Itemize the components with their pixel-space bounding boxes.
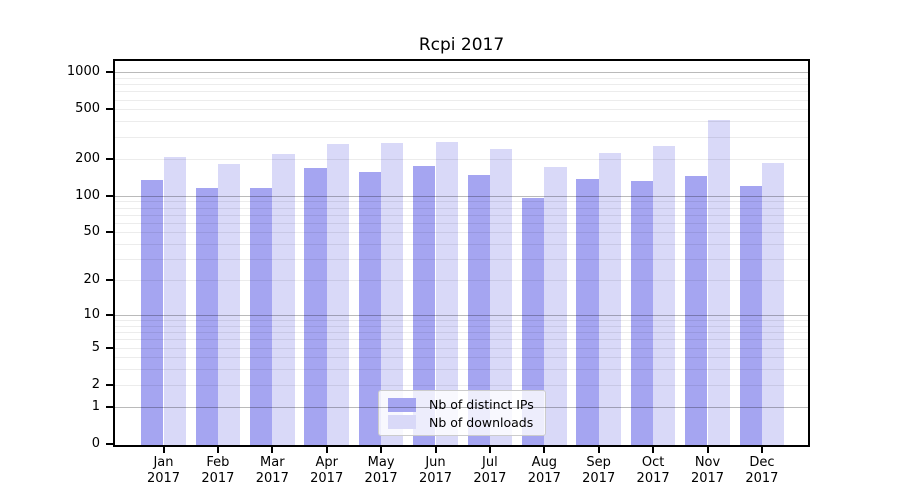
bar-downloads-may <box>381 142 404 447</box>
bar-downloads-jun <box>435 141 458 447</box>
x-tick-label-nov: Nov 2017 <box>690 455 725 486</box>
x-tick-mark <box>271 447 274 453</box>
y-tick-mark <box>106 383 113 386</box>
bar-distinct-ips-mar <box>249 187 273 447</box>
legend-label-distinct-ips: Nb of distinct IPs <box>429 397 534 413</box>
bar-downloads-sep <box>598 152 622 447</box>
bar-downloads-apr <box>326 143 350 447</box>
bar-distinct-ips-nov <box>685 175 708 447</box>
x-tick-label-aug: Aug 2017 <box>527 455 561 486</box>
x-tick-mark <box>216 447 219 453</box>
x-tick-label-dec: Dec 2017 <box>745 455 779 486</box>
chart-title: Rcpi 2017 <box>418 35 505 55</box>
y-tick-label: 500 <box>75 101 100 117</box>
y-tick-mark <box>106 443 113 445</box>
y-tick-mark <box>106 108 113 111</box>
y-tick-label: 1 <box>91 398 100 414</box>
bar-distinct-ips-dec <box>739 185 762 447</box>
bar-distinct-ips-apr <box>304 167 327 447</box>
x-tick-label-apr: Apr 2017 <box>310 455 344 486</box>
y-tick-mark <box>106 157 113 160</box>
x-tick-mark <box>162 447 165 453</box>
x-tick-mark <box>760 447 763 453</box>
legend-swatch-downloads-icon <box>388 415 416 430</box>
x-tick-label-oct: Oct 2017 <box>636 455 670 486</box>
x-tick-label-feb: Feb 2017 <box>201 455 235 486</box>
bar-downloads-aug <box>544 167 567 447</box>
legend-label-downloads: Nb of downloads <box>429 414 534 430</box>
x-tick-label-may: May 2017 <box>364 455 398 486</box>
legend: Nb of distinct IPs Nb of downloads <box>378 390 546 436</box>
x-tick-label-mar: Mar 2017 <box>255 455 289 486</box>
y-tick-label: 100 <box>75 187 100 203</box>
x-tick-label-jul: Jul 2017 <box>473 455 507 486</box>
bar-downloads-mar <box>272 154 295 447</box>
x-tick-mark <box>325 447 328 453</box>
bar-downloads-dec <box>761 163 785 447</box>
x-tick-mark <box>488 447 491 453</box>
y-tick-mark <box>106 71 113 74</box>
x-tick-mark <box>652 447 655 453</box>
y-tick-label: 5 <box>91 339 100 355</box>
bar-downloads-jan <box>163 156 186 447</box>
x-tick-mark <box>434 447 437 453</box>
bar-downloads-oct <box>653 146 676 447</box>
y-tick-mark <box>106 279 113 282</box>
bar-distinct-ips-aug <box>521 198 545 447</box>
x-tick-mark <box>543 447 546 453</box>
plot-area: Nb of distinct IPs Nb of downloads <box>113 59 810 447</box>
bar-distinct-ips-jun <box>413 165 436 447</box>
x-tick-label-jun: Jun 2017 <box>418 455 453 486</box>
y-tick-label: 10 <box>83 306 100 322</box>
x-tick-mark <box>597 447 600 453</box>
bar-distinct-ips-jul <box>467 175 490 447</box>
y-tick-label: 0 <box>91 436 100 451</box>
bar-downloads-feb <box>217 163 241 447</box>
y-tick-label: 50 <box>83 224 100 240</box>
y-tick-label: 20 <box>83 272 100 288</box>
bar-distinct-ips-jan <box>141 180 164 447</box>
y-tick-label: 1000 <box>66 64 100 80</box>
bars-layer <box>113 59 810 447</box>
y-tick-label: 2 <box>91 376 100 392</box>
x-tick-mark <box>706 447 709 453</box>
x-tick-label-sep: Sep 2017 <box>582 455 616 486</box>
bar-distinct-ips-may <box>358 172 382 447</box>
bar-downloads-nov <box>707 120 730 447</box>
bar-distinct-ips-oct <box>630 180 654 447</box>
y-tick-mark <box>106 405 113 408</box>
legend-item-distinct-ips: Nb of distinct IPs <box>388 396 536 414</box>
x-tick-mark <box>380 447 383 453</box>
y-tick-mark <box>106 231 113 234</box>
legend-swatch-distinct-ips-icon <box>388 397 416 412</box>
legend-item-downloads: Nb of downloads <box>388 414 536 432</box>
bar-downloads-jul <box>489 149 513 447</box>
bar-distinct-ips-feb <box>195 188 218 447</box>
y-tick-label: 200 <box>75 150 100 166</box>
y-tick-mark <box>106 194 113 197</box>
bar-distinct-ips-sep <box>576 178 599 447</box>
x-tick-label-jan: Jan 2017 <box>146 455 181 486</box>
y-tick-mark <box>106 346 113 349</box>
y-tick-mark <box>106 313 113 316</box>
